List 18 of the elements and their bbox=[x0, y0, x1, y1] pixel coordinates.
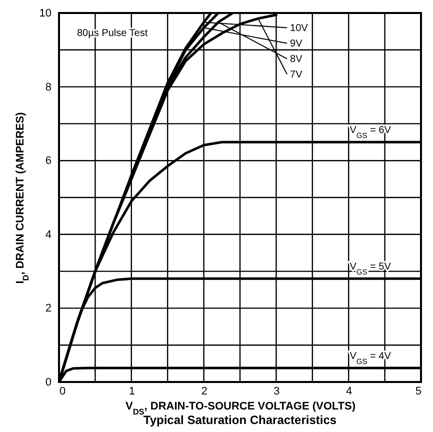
x-tick-label: 2 bbox=[201, 386, 208, 398]
text: Typical Saturation Characteristics bbox=[143, 413, 337, 427]
x-tick-label: 4 bbox=[346, 386, 352, 398]
text: 9V bbox=[290, 38, 303, 50]
x-tick-label: 3 bbox=[274, 386, 280, 398]
y-tick-label: 2 bbox=[45, 302, 52, 315]
x-tick-label: 0 bbox=[60, 386, 66, 398]
x-tick-label: 5 bbox=[415, 386, 422, 398]
y-tick-label: 10 bbox=[39, 8, 52, 20]
y-tick-label: 6 bbox=[45, 155, 52, 168]
text: 8V bbox=[290, 54, 303, 65]
text: 7V bbox=[290, 69, 303, 80]
x-tick-label: 1 bbox=[128, 386, 135, 398]
y-tick-label: 4 bbox=[45, 228, 52, 241]
y-tick-label: 8 bbox=[45, 81, 52, 94]
x-axis-title: V$_{DS}$, DRAIN-TO-SOURCE VOLTAGE (VOLTS) bbox=[125, 400, 356, 416]
y-tick-label: 0 bbox=[45, 376, 52, 388]
text: 10V bbox=[290, 22, 308, 34]
